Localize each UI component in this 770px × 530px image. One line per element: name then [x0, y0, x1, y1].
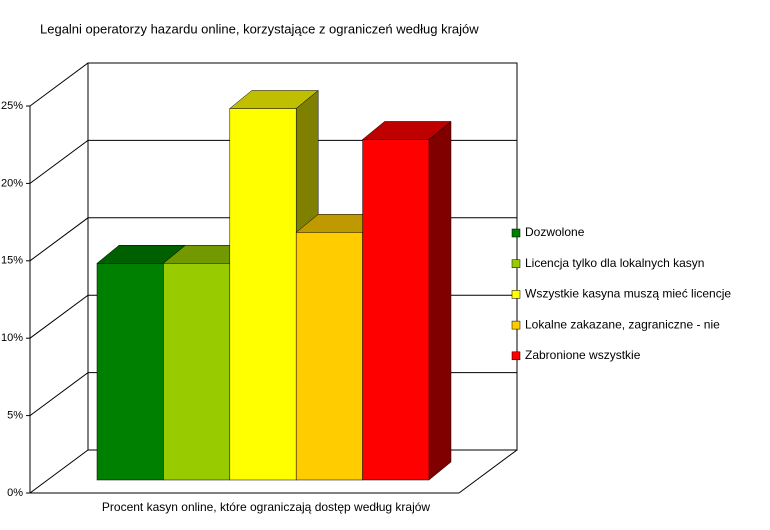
- legend-label: Lokalne zakazane, zagraniczne - nie: [525, 317, 720, 331]
- legend-label: Wszystkie kasyna muszą mieć licencje: [525, 287, 731, 301]
- y-tick-label: 0%: [7, 487, 23, 499]
- bar: [295, 232, 363, 481]
- grid-line: [29, 62, 517, 107]
- legend-label: Licencja tylko dla lokalnych kasyn: [525, 256, 704, 270]
- bar: [362, 139, 430, 481]
- bar: [229, 108, 297, 481]
- y-tick-label: 15%: [1, 255, 23, 267]
- bar: [96, 263, 164, 481]
- legend-label: Zabronione wszystkie: [525, 348, 641, 362]
- legend-swatch: [511, 290, 521, 299]
- legend-swatch: [511, 259, 521, 268]
- legend-label: Dozwolone: [525, 225, 585, 239]
- chart-title: Legalni operatorzy hazardu online, korzy…: [40, 21, 479, 36]
- x-tick-label: Procent kasyn online, które ograniczają …: [102, 500, 431, 514]
- bar: [163, 263, 231, 481]
- y-tick-label: 10%: [1, 332, 23, 344]
- legend-swatch: [511, 228, 521, 238]
- bar-side: [428, 120, 452, 481]
- y-tick-label: 20%: [1, 177, 23, 189]
- legend-swatch: [511, 351, 521, 361]
- y-tick-label: 5%: [7, 410, 23, 422]
- floor-right: [458, 449, 518, 494]
- legend-swatch: [511, 320, 521, 330]
- y-tick-label: 25%: [1, 100, 23, 112]
